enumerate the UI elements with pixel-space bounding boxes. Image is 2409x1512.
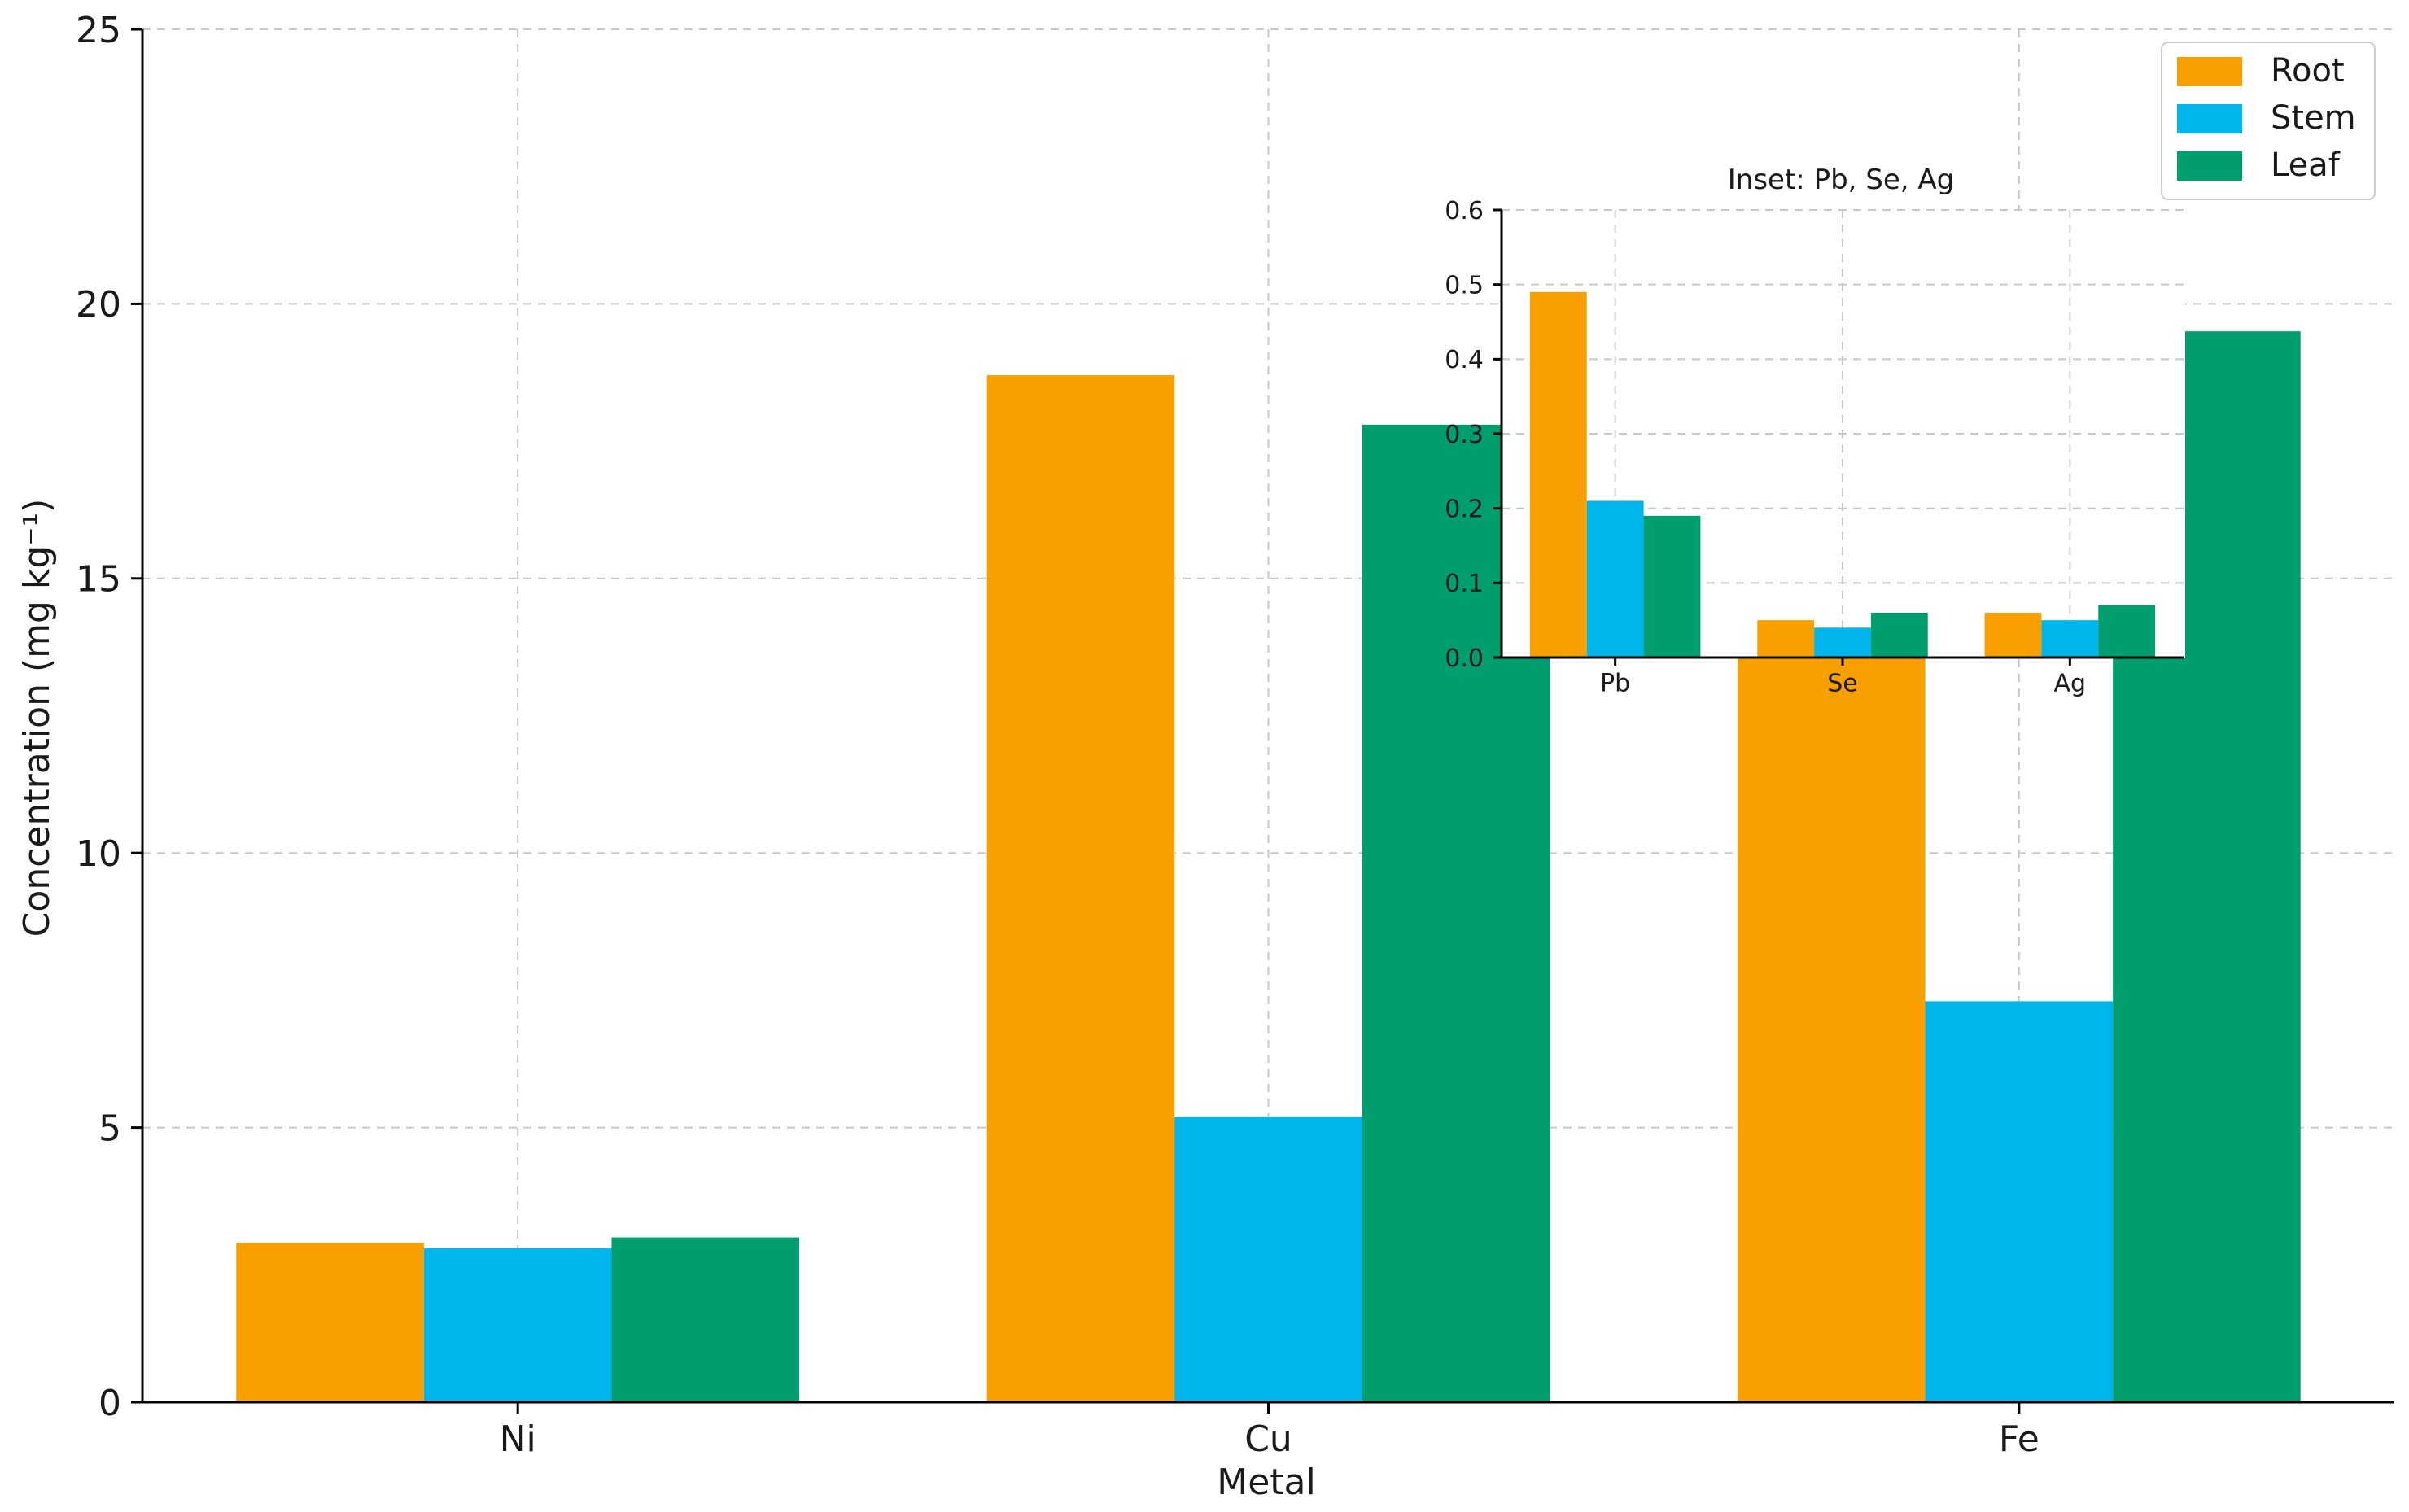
main-ytick-label: 25 [76,10,121,51]
legend-label-root: Root [2271,52,2345,90]
inset-bar-stem-ag [2041,620,2099,658]
main-bar-root-ni [236,1243,424,1402]
y-axis-label: Concentration (mg kg⁻¹) [16,499,58,937]
main-ytick-label: 10 [76,833,121,875]
inset-bars [1529,291,2156,658]
inset-xtick-label: Ag [2054,670,2087,698]
inset-ytick-label: 0.3 [1445,421,1484,449]
main-xtick-label: Ni [500,1418,536,1460]
main-bar-root-fe [1737,639,1926,1402]
main-ytick-label: 15 [76,559,121,601]
inset-chart: 0.0 0.1 0.2 0.3 0.4 0.5 0.6 Pb Se Ag Inset: Pb, S… [1445,164,2185,698]
main-bar-stem-ni [423,1248,612,1402]
legend-swatch-stem [2177,104,2242,133]
inset-ytick-label: 0.0 [1445,645,1484,673]
inset-bar-stem-pb [1586,500,1644,658]
main-ytick-label: 5 [98,1108,121,1149]
main-bar-root-cu [986,375,1175,1402]
inset-title: Inset: Pb, Se, Ag [1728,164,1954,196]
main-labels: Metal Concentration (mg kg⁻¹) [16,499,1316,1503]
inset-ytick-label: 0.2 [1445,495,1484,523]
main-bar-stem-fe [1925,1001,2114,1402]
inset-ytick-label: 0.1 [1445,570,1484,598]
inset-grid [1502,209,2184,658]
inset-xtick-label: Pb [1600,670,1630,698]
legend-swatch-leaf [2177,151,2242,181]
inset-bar-root-se [1757,620,1815,658]
legend-swatch-root [2177,57,2242,86]
inset-ytick-label: 0.4 [1445,346,1484,374]
inset-bar-stem-se [1814,627,1871,658]
inset-bar-leaf-se [1870,613,1928,658]
inset-ytick-label: 0.5 [1445,271,1484,299]
inset-bar-root-ag [1984,613,2042,658]
inset-bar-root-pb [1529,291,1587,658]
main-axes: 0 5 10 15 20 25 Ni Cu Fe [76,10,2394,1460]
inset-ytick-label: 0.6 [1445,197,1484,225]
main-bars [236,331,2301,1403]
legend-label-stem: Stem [2271,99,2356,137]
main-ytick-label: 0 [98,1383,121,1424]
main-xtick-label: Fe [1999,1418,2040,1460]
inset-xtick-label: Se [1827,670,1858,698]
main-xtick-label: Cu [1244,1418,1292,1460]
inset-bar-leaf-pb [1643,515,1701,658]
main-ytick-label: 20 [76,284,121,326]
legend-label-leaf: Leaf [2271,146,2341,184]
main-bar-leaf-ni [611,1237,800,1402]
x-axis-label: Metal [1217,1462,1315,1503]
inset-axes: 0.0 0.1 0.2 0.3 0.4 0.5 0.6 Pb Se Ag [1445,197,2184,698]
legend: Root Stem Leaf [2161,42,2376,200]
main-bar-stem-cu [1174,1117,1362,1402]
inset-bar-leaf-ag [2098,605,2156,658]
